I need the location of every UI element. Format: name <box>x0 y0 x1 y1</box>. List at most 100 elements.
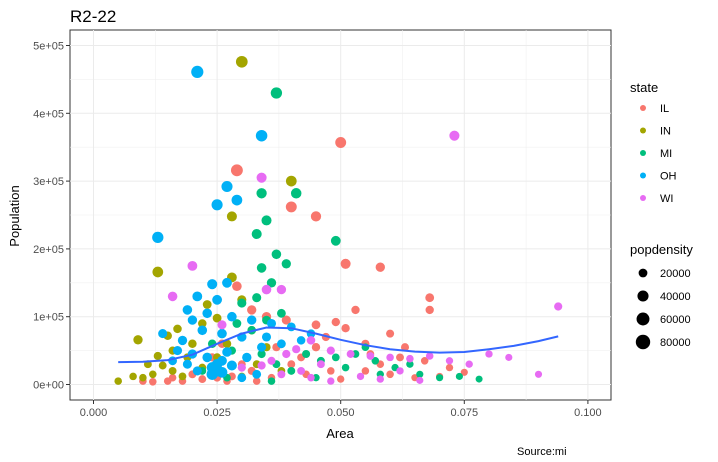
data-point-mi <box>332 354 340 362</box>
data-point-mi <box>456 373 463 380</box>
data-point-wi <box>277 285 286 294</box>
data-point-wi <box>277 370 285 378</box>
data-point-il <box>426 306 434 314</box>
data-point-mi <box>256 188 266 198</box>
data-point-il <box>341 324 349 332</box>
data-point-il <box>247 305 256 314</box>
data-point-mi <box>342 364 350 372</box>
data-point-wi <box>257 173 267 183</box>
size-legend-key <box>639 269 648 278</box>
chart-title: R2-22 <box>70 7 116 26</box>
data-point-in <box>236 56 248 68</box>
data-point-wi <box>357 373 364 380</box>
legend-label-in: IN <box>660 126 671 138</box>
data-point-wi <box>416 377 423 384</box>
data-point-oh <box>173 346 182 355</box>
data-point-mi <box>302 350 310 358</box>
data-point-mi <box>476 376 483 383</box>
data-point-oh <box>212 199 223 210</box>
data-point-wi <box>262 285 272 295</box>
data-point-il <box>232 281 242 291</box>
data-point-oh <box>183 305 193 315</box>
data-point-oh <box>217 367 228 378</box>
y-tick-label: 2e+05 <box>33 244 64 256</box>
legend-label-wi: WI <box>660 193 673 205</box>
data-point-il <box>312 320 321 329</box>
data-point-in <box>169 367 177 375</box>
x-tick-label: 0.050 <box>327 407 355 419</box>
data-point-il <box>312 343 320 351</box>
data-point-wi <box>535 371 542 378</box>
data-point-wi <box>258 361 266 369</box>
data-point-oh <box>237 373 246 382</box>
data-point-il <box>386 330 394 338</box>
data-point-wi <box>449 131 459 141</box>
data-point-mi <box>331 236 341 246</box>
data-point-il <box>376 263 385 272</box>
data-point-oh <box>222 347 232 357</box>
data-point-oh <box>217 329 227 339</box>
data-point-il <box>396 353 404 361</box>
data-point-mi <box>277 309 286 318</box>
data-point-wi <box>217 320 226 329</box>
data-point-oh <box>212 295 222 305</box>
x-tick-label: 0.100 <box>574 407 602 419</box>
data-point-mi <box>237 299 246 308</box>
source-caption: Source:mi <box>517 446 567 458</box>
data-point-il <box>286 201 297 212</box>
y-axis-ticks: 0e+001e+052e+053e+054e+055e+05 <box>33 41 70 392</box>
data-point-wi <box>406 355 414 363</box>
legend-key-oh <box>640 173 646 179</box>
y-tick-label: 4e+05 <box>33 108 64 120</box>
data-point-mi <box>416 371 423 378</box>
size-legend-label: 40000 <box>660 291 691 303</box>
legend-label-oh: OH <box>660 171 677 183</box>
data-point-in <box>203 300 212 309</box>
data-point-wi <box>396 367 403 374</box>
data-point-mi <box>436 374 443 381</box>
data-point-oh <box>202 309 212 319</box>
data-point-oh <box>277 339 286 348</box>
size-legend-key <box>636 335 650 349</box>
data-point-wi <box>317 360 325 368</box>
legend-key-in <box>640 128 646 134</box>
data-point-wi <box>367 352 375 360</box>
data-point-in <box>129 373 137 381</box>
data-point-il <box>335 137 346 148</box>
data-point-il <box>341 259 351 269</box>
y-tick-label: 5e+05 <box>33 41 64 53</box>
data-point-oh <box>252 370 261 379</box>
data-point-il <box>386 371 394 379</box>
data-point-wi <box>466 361 473 368</box>
data-point-in <box>179 373 187 381</box>
data-point-oh <box>227 360 237 370</box>
y-tick-label: 3e+05 <box>33 176 64 188</box>
data-point-oh <box>192 291 202 301</box>
x-tick-label: 0.075 <box>451 407 479 419</box>
data-point-mi <box>261 215 271 225</box>
color-legend: state ILINMIOHWI <box>630 80 677 205</box>
x-tick-label: 0.000 <box>80 407 108 419</box>
size-legend-key <box>637 313 650 326</box>
data-point-in <box>114 377 122 385</box>
data-point-oh <box>257 343 266 352</box>
data-point-il <box>425 293 434 302</box>
data-point-wi <box>485 350 492 357</box>
data-point-wi <box>267 357 275 365</box>
data-point-il <box>337 375 344 382</box>
y-tick-label: 1e+05 <box>33 312 64 324</box>
data-point-oh <box>256 130 268 142</box>
data-point-wi <box>347 350 355 358</box>
data-point-il <box>149 378 157 386</box>
data-point-oh <box>222 278 232 288</box>
data-point-oh <box>178 336 187 345</box>
size-legend-label: 60000 <box>660 314 691 326</box>
data-point-wi <box>168 292 178 302</box>
data-point-il <box>311 211 321 221</box>
data-point-in <box>159 362 167 370</box>
data-point-oh <box>247 315 256 324</box>
data-point-wi <box>554 302 562 310</box>
data-point-il <box>231 164 243 176</box>
data-point-mi <box>252 293 261 302</box>
